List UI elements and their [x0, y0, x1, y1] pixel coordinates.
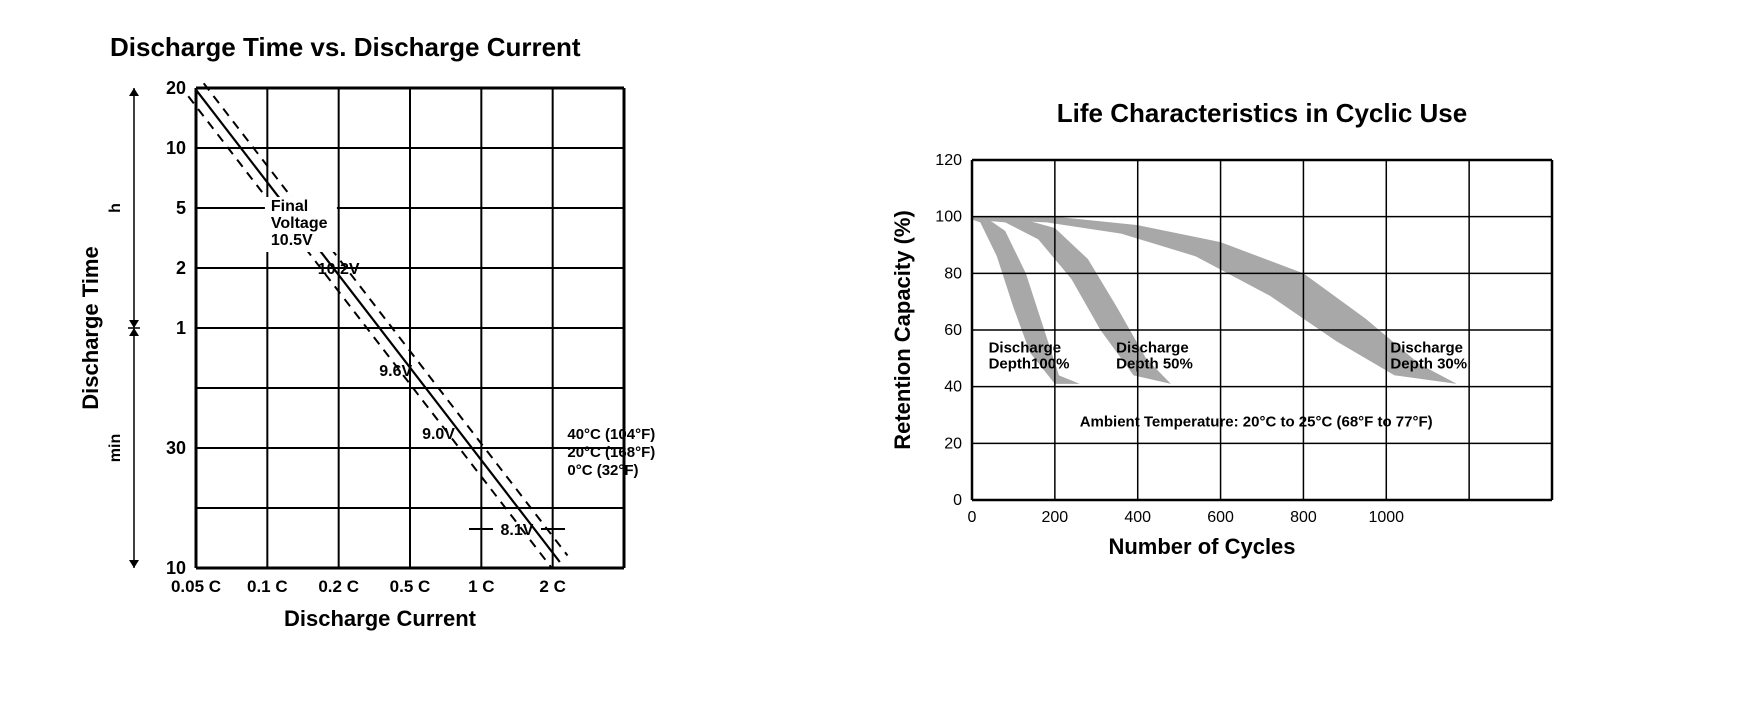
page: Discharge Time vs. Discharge Current Disc…: [0, 0, 1750, 710]
chart1-xtick: 0.5 C: [390, 577, 431, 596]
chart2-xtick: 800: [1290, 509, 1317, 526]
chart1-temp-label: 40°C (104°F): [567, 426, 655, 443]
chart1-xtick: 2 C: [539, 577, 565, 596]
chart2-ytick: 80: [944, 265, 962, 282]
arrowhead: [129, 88, 139, 96]
svg-text:Voltage: Voltage: [271, 215, 328, 232]
chart2-xtick: 0: [968, 509, 977, 526]
svg-text:9.6V: 9.6V: [379, 363, 412, 380]
chart1-xtick: 0.05 C: [171, 577, 221, 596]
chart1-xtick: 0.2 C: [318, 577, 359, 596]
chart1-xtick: 0.1 C: [247, 577, 288, 596]
chart1-ytick: 1: [176, 318, 186, 338]
chart1-voltage-label: 10.2V: [318, 261, 360, 278]
chart1-series-dash: [188, 96, 552, 568]
chart1-voltage-label: 9.6V: [379, 363, 412, 380]
chart2-ytick: 60: [944, 322, 962, 339]
chart2-ytick: 20: [944, 435, 962, 452]
chart2-ytick: 120: [935, 152, 962, 169]
chart2-xtick: 1000: [1368, 509, 1404, 526]
chart1-ytick: 10: [166, 138, 186, 158]
chart2-band-label: Depth100%: [989, 356, 1070, 373]
chart1-title: Discharge Time vs. Discharge Current: [110, 32, 581, 62]
chart2-xtick: 600: [1207, 509, 1234, 526]
chart1-y-sub-min: min: [107, 434, 124, 462]
chart2-ytick: 100: [935, 209, 962, 226]
chart1-xlabel: Discharge Current: [284, 606, 477, 631]
svg-text:Final: Final: [271, 198, 308, 215]
chart1-temp-label: 0°C (32°F): [567, 462, 638, 479]
chart2-band-label: Depth 30%: [1390, 356, 1467, 373]
chart2-band-label: Discharge: [1116, 340, 1189, 357]
chart1-xtick: 1 C: [468, 577, 494, 596]
arrowhead: [129, 328, 139, 336]
svg-text:8.1V: 8.1V: [501, 522, 534, 539]
chart2-band-label: Discharge: [1390, 340, 1463, 357]
arrowhead: [129, 320, 139, 328]
svg-text:10.5V: 10.5V: [271, 232, 313, 249]
chart2-ylabel: Retention Capacity (%): [890, 210, 915, 450]
chart2-ytick: 40: [944, 379, 962, 396]
chart2-note: Ambient Temperature: 20°C to 25°C (68°F …: [1080, 413, 1433, 430]
chart2-band-label: Depth 50%: [1116, 356, 1193, 373]
chart1-series-dash: [204, 83, 568, 555]
arrowhead: [129, 560, 139, 568]
chart1-ylabel: Discharge Time: [78, 246, 103, 409]
chart1-temp-label: 20°C (168°F): [567, 444, 655, 461]
chart1-voltage-label: 9.0V: [422, 426, 455, 443]
chart2-title: Life Characteristics in Cyclic Use: [1057, 98, 1467, 128]
chart2-xtick: 400: [1124, 509, 1151, 526]
chart1-ytick: 20: [166, 78, 186, 98]
chart2-ytick: 0: [953, 492, 962, 509]
svg-text:9.0V: 9.0V: [422, 426, 455, 443]
chart1-y-sub-h: h: [107, 203, 124, 213]
svg-text:10.2V: 10.2V: [318, 261, 360, 278]
chart2-xlabel: Number of Cycles: [1108, 534, 1295, 559]
chart1-voltage-label: 8.1V: [469, 522, 565, 539]
charts-svg: Discharge Time vs. Discharge Current Disc…: [0, 0, 1750, 710]
chart2-xtick: 200: [1042, 509, 1069, 526]
chart1-voltage-label: FinalVoltage10.5V: [265, 197, 337, 252]
chart1-ytick: 5: [176, 198, 186, 218]
chart1-ytick: 30: [166, 438, 186, 458]
chart1-series-solid: [196, 90, 560, 562]
chart1-ytick: 10: [166, 558, 186, 578]
chart1-ytick: 2: [176, 258, 186, 278]
chart2-band-label: Discharge: [989, 340, 1062, 357]
